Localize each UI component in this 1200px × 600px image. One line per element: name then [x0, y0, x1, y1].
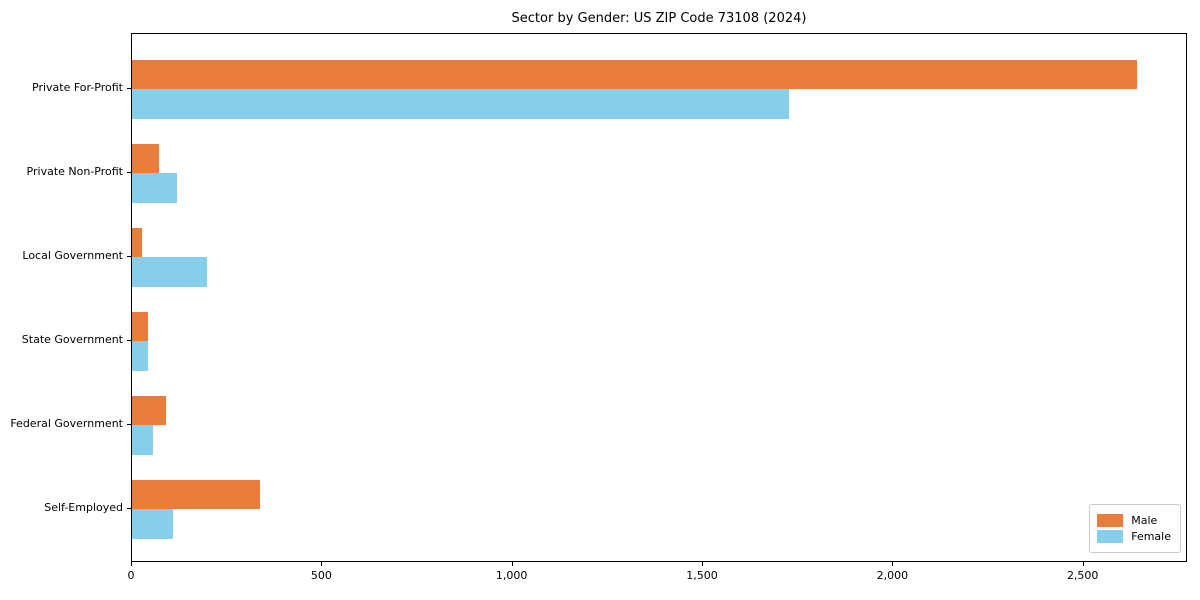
bar-male-federal-government [132, 395, 166, 425]
y-tick-self-employed [127, 508, 131, 509]
x-tick-label-1000: 1,000 [495, 569, 528, 582]
legend: Male Female [1089, 504, 1181, 553]
bar-male-private-for-profit [132, 59, 1137, 89]
x-tick-label-2500: 2,500 [1066, 569, 1099, 582]
bar-female-private-for-profit [132, 89, 789, 119]
x-tick-1500 [702, 562, 704, 566]
legend-label-female: Female [1131, 530, 1171, 543]
bar-male-local-government [132, 227, 142, 257]
y-tick-label-private-non-profit: Private Non-Profit [26, 165, 123, 178]
bar-female-self-employed [132, 509, 174, 539]
y-tick-state-government [127, 340, 131, 341]
x-tick-0 [131, 562, 132, 566]
y-tick-label-local-government: Local Government [22, 249, 123, 262]
bar-female-local-government [132, 257, 207, 287]
legend-swatch-female [1097, 530, 1124, 543]
bar-female-state-government [132, 341, 148, 371]
y-tick-label-state-government: State Government [21, 333, 123, 346]
y-tick-label-self-employed: Self-Employed [44, 501, 123, 514]
plot-area: Male Female [131, 33, 1187, 562]
y-tick-private-for-profit [127, 88, 131, 89]
x-tick-2500 [1082, 562, 1084, 566]
x-tick-500 [321, 562, 323, 566]
y-tick-label-federal-government: Federal Government [10, 417, 123, 430]
bar-male-self-employed [132, 479, 261, 509]
x-tick-label-500: 500 [310, 569, 332, 582]
legend-label-male: Male [1131, 514, 1158, 527]
bar-male-private-non-profit [132, 143, 159, 173]
x-tick-label-2000: 2,000 [876, 569, 909, 582]
x-tick-2000 [892, 562, 894, 566]
y-tick-federal-government [127, 424, 131, 425]
legend-swatch-male [1097, 514, 1124, 527]
y-tick-local-government [127, 256, 131, 257]
legend-item-female: Female [1097, 530, 1171, 543]
x-tick-label-0: 0 [127, 569, 135, 582]
bar-female-federal-government [132, 425, 154, 455]
y-tick-private-non-profit [127, 172, 131, 173]
y-tick-label-private-for-profit: Private For-Profit [32, 81, 123, 94]
bar-female-private-non-profit [132, 173, 177, 203]
bar-male-state-government [132, 311, 148, 341]
x-tick-1000 [511, 562, 513, 566]
legend-item-male: Male [1097, 514, 1171, 527]
x-tick-label-1500: 1,500 [686, 569, 718, 582]
chart-title: Sector by Gender: US ZIP Code 73108 (202… [511, 11, 807, 26]
